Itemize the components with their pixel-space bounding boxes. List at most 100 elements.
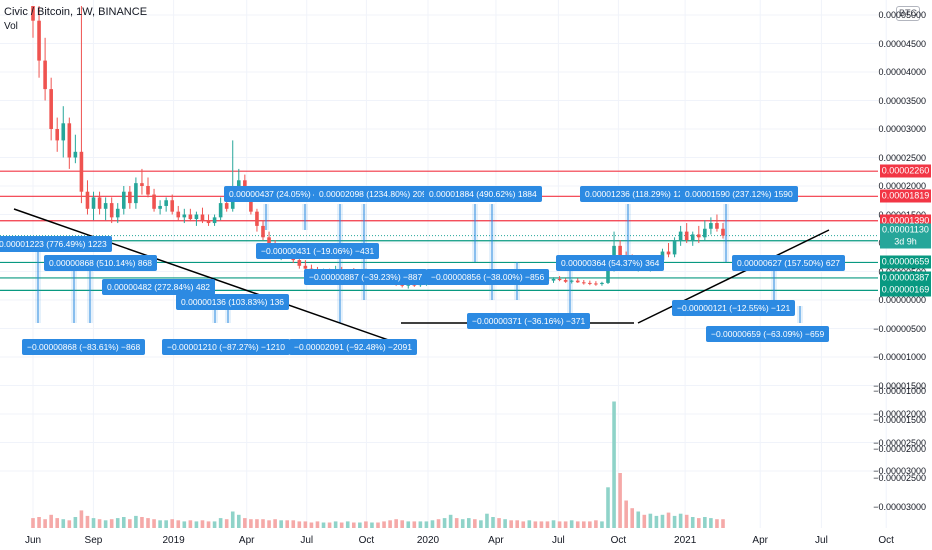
measure-label[interactable]: −0.00000371 (−36.16%) −371 xyxy=(467,313,591,329)
candle-body xyxy=(261,225,265,238)
volume-bar xyxy=(436,519,441,528)
candle-body xyxy=(703,228,707,238)
measure-label[interactable]: −0.00000887 (−39.23%) −887 xyxy=(304,269,428,285)
time-tick-label: Apr xyxy=(238,535,255,546)
volume-bar xyxy=(394,519,398,528)
price-tick-label: 0.00004500 xyxy=(878,38,926,49)
candle-body xyxy=(212,217,217,224)
volume-bar xyxy=(85,515,90,528)
volume-bar xyxy=(473,519,477,528)
volume-bar xyxy=(521,521,526,528)
candle-body xyxy=(97,197,102,209)
candle-body xyxy=(158,205,162,209)
candle-body xyxy=(709,223,713,229)
volume-bar xyxy=(370,522,374,528)
price-tick-label: 0.00005000 xyxy=(878,10,926,20)
volume-bar xyxy=(594,520,598,528)
measure-label[interactable]: −0.00000868 (−83.61%) −868 xyxy=(22,339,146,355)
volume-bar xyxy=(709,518,713,528)
measure-label[interactable]: 0.00001884 (490.62%) 1884 xyxy=(424,186,542,202)
candle-body xyxy=(606,265,610,283)
volume-bar xyxy=(430,520,435,528)
price-tick-label: 0.00002500 xyxy=(878,152,926,163)
candle-body xyxy=(115,208,120,218)
candle-body xyxy=(569,280,574,282)
measure-label[interactable]: 0.00000482 (272.84%) 482 xyxy=(102,279,216,295)
time-tick-label: Oct xyxy=(610,535,627,546)
volume-bar xyxy=(666,512,671,528)
volume-bar xyxy=(188,520,193,528)
candle-body xyxy=(121,191,126,209)
bar-countdown: 3d 9h xyxy=(894,236,917,247)
measure-range xyxy=(35,247,41,323)
volume-bar xyxy=(545,521,550,528)
volume-bars xyxy=(31,401,725,528)
ascending-trendline xyxy=(637,229,830,324)
candle-body xyxy=(170,200,175,212)
price-tick-label: −0.00002000 xyxy=(873,409,926,419)
candle-body xyxy=(678,231,683,241)
time-tick-label: Jul xyxy=(300,535,314,546)
volume-bar xyxy=(91,518,96,528)
volume-bar xyxy=(206,521,211,528)
candle-body xyxy=(224,203,229,209)
measure-label[interactable]: 0.00002098 (1234.80%) 2098 xyxy=(314,186,437,202)
candle-body xyxy=(255,211,259,226)
measure-label[interactable]: 0.00000364 (54.37%) 364 xyxy=(556,255,665,271)
volume-bar xyxy=(333,521,338,528)
measure-label[interactable]: 0.00001590 (237.12%) 1590 xyxy=(680,186,798,202)
measure-label[interactable]: −0.00000121 (−12.55%) −121 xyxy=(672,300,796,316)
volume-bar xyxy=(551,520,556,528)
candle-body xyxy=(557,278,562,281)
candle-body xyxy=(412,284,417,286)
measure-label[interactable]: −0.00001210 (−87.27%) −1210 xyxy=(162,339,290,355)
level-badge: 0.00002260 xyxy=(880,164,931,178)
measure-label[interactable]: −0.00000431 (−19.06%) −431 xyxy=(256,243,380,259)
volume-bar xyxy=(563,521,568,528)
volume-bar xyxy=(236,514,241,528)
candle-body xyxy=(267,237,271,246)
volume-bar xyxy=(382,521,386,528)
volume-bar xyxy=(97,519,102,528)
price-tick-label: −0.00002500 xyxy=(873,437,926,448)
volume-bar xyxy=(696,518,701,528)
candle-body xyxy=(55,129,60,141)
time-tick-label: Jul xyxy=(815,535,828,546)
measure-label[interactable]: −0.00002091 (−92.48%) −2091 xyxy=(289,339,417,355)
volume-bar xyxy=(345,521,350,528)
measure-label[interactable]: −0.00000659 (−63.09%) −659 xyxy=(706,326,830,342)
volume-bar xyxy=(581,521,586,528)
measure-label[interactable]: 0.00001223 (776.49%) 1223 xyxy=(0,236,112,252)
currency-button[interactable]: BTC xyxy=(896,6,920,21)
time-tick-label: 2021 xyxy=(674,535,697,546)
candle-body xyxy=(575,280,580,283)
volume-bar xyxy=(261,519,265,528)
measure-label[interactable]: 0.00000437 (24.05%) 437 xyxy=(224,186,333,202)
measure-label[interactable]: −0.00000856 (−38.00%) −856 xyxy=(426,269,550,285)
price-tick-label: 0.00003500 xyxy=(878,95,926,106)
volume-bar xyxy=(503,519,507,528)
volume-bar xyxy=(400,520,405,528)
volume-bar xyxy=(636,511,641,528)
measure-label[interactable]: 0.00000136 (103.83%) 136 xyxy=(176,294,290,310)
volume-bar xyxy=(539,521,544,528)
volume-bar xyxy=(624,500,628,528)
volume-bar xyxy=(648,513,653,528)
level-badge: 0.00000169 xyxy=(880,283,931,297)
current-price-badge: 0.00001130 3d 9h xyxy=(880,223,931,249)
candle-body xyxy=(43,60,47,90)
measure-label[interactable]: 0.00000868 (510.14%) 868 xyxy=(44,255,158,271)
volume-bar xyxy=(49,514,53,528)
volume-bar xyxy=(61,519,66,528)
volume-bar xyxy=(291,520,296,528)
volume-bar xyxy=(243,518,247,528)
candle-body xyxy=(73,151,78,158)
candle-body xyxy=(103,203,108,209)
volume-bar xyxy=(418,521,423,528)
measure-label[interactable]: 0.00000627 (157.50%) 627 xyxy=(732,255,846,271)
volume-bar xyxy=(600,521,604,528)
volume-bar xyxy=(376,522,380,528)
time-tick-label: Jul xyxy=(551,535,565,546)
volume-bar xyxy=(164,520,168,528)
measure-label[interactable]: 0.00001236 (118.29%) 1236 xyxy=(580,186,698,202)
